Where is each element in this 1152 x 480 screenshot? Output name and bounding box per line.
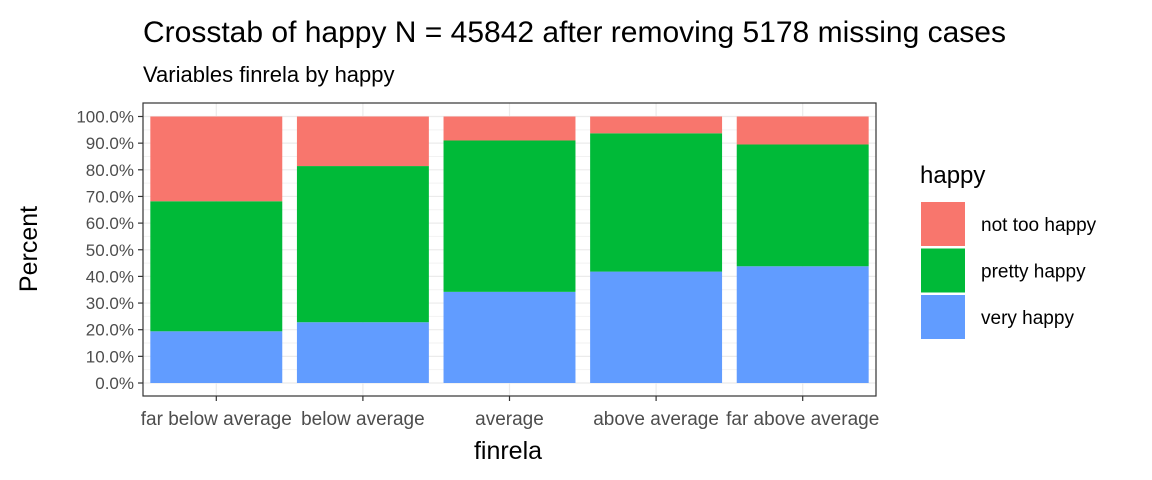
bar-segment-pretty-happy bbox=[443, 140, 576, 292]
x-tick-label: below average bbox=[301, 409, 425, 430]
legend-title: happy bbox=[920, 162, 985, 189]
y-tick-label: 0.0% bbox=[95, 374, 134, 393]
bar-segment-not-too-happy bbox=[590, 116, 723, 134]
bar-segment-not-too-happy bbox=[296, 116, 429, 167]
y-tick-label: 90.0% bbox=[86, 134, 134, 153]
x-axis-label: finrela bbox=[474, 437, 542, 465]
chart-title: Crosstab of happy N = 45842 after removi… bbox=[143, 16, 1006, 49]
bar-segment-very-happy bbox=[296, 322, 429, 383]
y-axis-label: Percent bbox=[15, 206, 43, 292]
chart-subtitle: Variables finrela by happy bbox=[143, 62, 395, 87]
axes: 0.0% 10.0% 20.0% 30.0% 40.0% 50.0% 60.0% 70.0% 8… bbox=[76, 102, 879, 430]
bar-segment-not-too-happy bbox=[443, 116, 576, 141]
y-tick-label: 70.0% bbox=[86, 187, 134, 206]
bar-segment-pretty-happy bbox=[736, 144, 869, 267]
legend-label: very happy bbox=[981, 308, 1074, 329]
bar-segment-very-happy bbox=[443, 291, 576, 383]
x-tick-label: average bbox=[475, 409, 544, 430]
bars bbox=[150, 116, 869, 383]
x-tick-label: far above average bbox=[726, 409, 879, 430]
legend: not too happy pretty happy very happy bbox=[921, 202, 1097, 339]
bar-segment-pretty-happy bbox=[296, 166, 429, 323]
bar-segment-very-happy bbox=[736, 266, 869, 383]
y-tick-label: 40.0% bbox=[86, 267, 134, 286]
y-tick-label: 30.0% bbox=[86, 294, 134, 313]
y-tick-label: 50.0% bbox=[86, 241, 134, 260]
y-tick-label: 10.0% bbox=[86, 347, 134, 366]
y-tick-label: 100.0% bbox=[76, 108, 134, 127]
y-tick-label: 20.0% bbox=[86, 321, 134, 340]
y-tick-label: 60.0% bbox=[86, 214, 134, 233]
y-tick-label: 80.0% bbox=[86, 161, 134, 180]
x-tick-label: above average bbox=[593, 409, 719, 430]
bar-segment-very-happy bbox=[150, 331, 283, 383]
legend-key-not-too-happy bbox=[921, 202, 965, 246]
legend-key-very-happy bbox=[921, 295, 965, 339]
bar-segment-pretty-happy bbox=[150, 201, 283, 332]
legend-label: not too happy bbox=[981, 215, 1097, 236]
bar-segment-not-too-happy bbox=[736, 116, 869, 145]
x-tick-label: far below average bbox=[141, 409, 292, 430]
legend-label: pretty happy bbox=[981, 262, 1086, 283]
bar-segment-not-too-happy bbox=[150, 116, 283, 202]
legend-key-pretty-happy bbox=[921, 248, 965, 293]
bar-segment-very-happy bbox=[590, 271, 723, 383]
bar-segment-pretty-happy bbox=[590, 133, 723, 272]
